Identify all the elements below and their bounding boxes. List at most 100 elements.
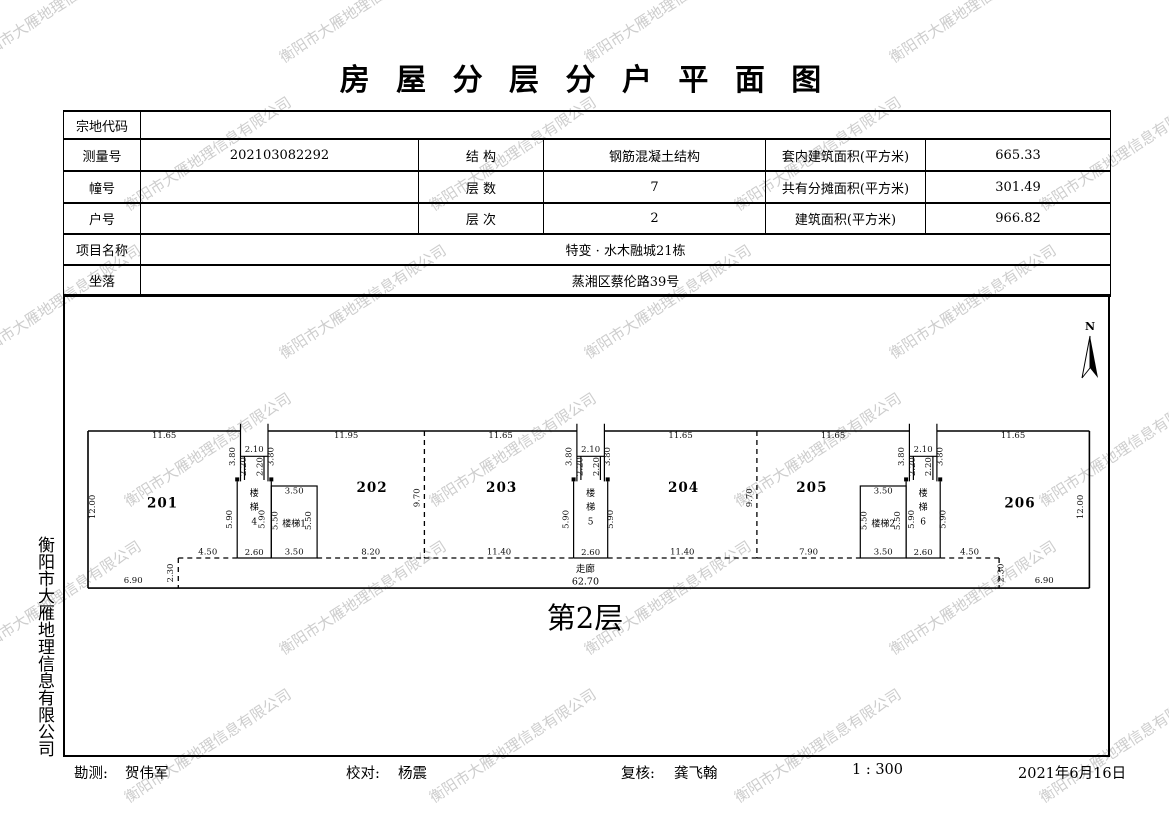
dimension-label: 3.80: [897, 447, 907, 466]
dimension-label: 11.65: [821, 431, 845, 441]
stair-box-1: [270, 485, 318, 559]
dimension-label: 11.40: [487, 547, 511, 557]
floor-plan-box: N 11.65 11.95 11.65 11.65 11.65 11.65 2.10 3.80…: [63, 294, 1110, 757]
dimension-label: 2.20: [255, 457, 265, 476]
dimension-label: 5.90: [938, 510, 948, 529]
corridor-length-label: 62.70: [572, 576, 599, 587]
dimension-label: 11.65: [1001, 431, 1025, 441]
checker-name: 杨震: [398, 766, 427, 782]
dimension-label: 9.70: [745, 488, 755, 507]
structure-label: 结 构: [418, 138, 544, 172]
survey-no-value: 202103082292: [140, 138, 419, 172]
dimension-label: 5.90: [606, 510, 616, 529]
dimension-label: 5.90: [561, 510, 571, 529]
stair-label: 楼梯 6: [919, 487, 928, 528]
stair-box-2: [859, 485, 907, 559]
side-company-name: 衡阳市大雁地理信息有限公司: [34, 536, 54, 757]
unit-number-label: 205: [796, 480, 827, 496]
floor-number-label: 第2层: [547, 601, 623, 635]
date: 2021年6月16日: [1018, 766, 1127, 782]
info-table: 宗地代码 测量号 202103082292 结 构 钢筋混凝土结构 套内建筑面积…: [63, 110, 1112, 297]
dimension-label: 2.20: [592, 457, 602, 476]
dimension-label: 3.50: [285, 487, 304, 497]
inner-area-value: 665.33: [924, 138, 1112, 172]
dimension-label: 12.00: [1076, 495, 1086, 519]
dimension-label: 2.10: [245, 445, 264, 455]
dimension-label: 3.50: [285, 548, 304, 558]
unit-number-label: 206: [1004, 496, 1035, 512]
dimension-label: 7.90: [799, 547, 818, 557]
dimension-labels: 11.65 11.95 11.65 11.65 11.65 11.652.103.80 3.…: [88, 431, 1086, 635]
dimension-label: 11.65: [152, 431, 176, 441]
shared-area-label: 共有分摊面积(平方米): [765, 170, 926, 204]
dimension-label: 2.60: [914, 548, 933, 558]
dimension-label: 3.50: [874, 487, 893, 497]
total-area-label: 建筑面积(平方米): [765, 202, 926, 235]
stair-wall-notches: [235, 477, 943, 482]
dimension-label: 11.40: [670, 547, 694, 557]
dimension-label: 5.50: [860, 511, 870, 530]
signature-row: 勘测: 贺伟军 校对: 杨震 复核: 龚飞翰 1 : 300 2021年6月16…: [0, 762, 1169, 788]
parcel-code-value: [139, 110, 1112, 140]
map-scale: 1 : 300: [852, 762, 904, 778]
dimension-label: 6.90: [124, 576, 143, 586]
dimension-label: 5.50: [893, 511, 903, 530]
dimension-label: 11.65: [488, 431, 512, 441]
stair-label: 楼梯2: [871, 518, 895, 530]
north-label: N: [1085, 320, 1095, 333]
dimension-label: 11.65: [668, 431, 692, 441]
project-label: 项目名称: [63, 233, 141, 266]
level-label: 层 次: [418, 202, 544, 235]
floors-value: 7: [543, 170, 766, 204]
structure-value: 钢筋混凝土结构: [543, 138, 766, 172]
stair-label: 楼梯 5: [586, 487, 595, 528]
total-area-value: 966.82: [924, 202, 1112, 235]
survey-no-label: 测量号: [63, 138, 141, 172]
dashed-partitions: [177, 431, 1000, 589]
shared-area-value: 301.49: [924, 170, 1112, 204]
unit-number-label: 203: [486, 480, 517, 496]
dimension-label: 12.00: [88, 495, 98, 519]
dimension-label: 2.30: [997, 564, 1007, 583]
dimension-label: 2.30: [166, 564, 176, 583]
stair-label: 楼梯1: [282, 518, 306, 530]
corridor-label: 走廊: [576, 563, 596, 575]
floors-label: 层 数: [418, 170, 544, 204]
unit-number-label: 204: [668, 480, 699, 496]
house-no-value: [140, 202, 419, 235]
dimension-label: 5.90: [257, 510, 267, 529]
document-title: 房 屋 分 层 分 户 平 面 图: [339, 63, 830, 98]
dimension-label: 11.95: [334, 431, 358, 441]
dimension-label: 2.60: [581, 548, 600, 558]
building-no-label: 幢号: [63, 170, 141, 204]
dimension-label: 2.20: [924, 457, 934, 476]
reviewer-label: 复核:: [621, 766, 655, 782]
checker-label: 校对:: [346, 766, 380, 782]
dimension-label: 4.50: [198, 547, 217, 557]
dimension-label: 3.50: [874, 548, 893, 558]
dimension-label: 5.50: [304, 511, 314, 530]
unit-number-label: 202: [356, 480, 387, 496]
dimension-label: 2.10: [581, 445, 600, 455]
level-value: 2: [543, 202, 766, 235]
building-no-value: [140, 170, 419, 204]
surveyor-label: 勘测:: [74, 766, 108, 782]
dimension-label: 3.80: [603, 447, 613, 466]
dimension-label: 3.80: [267, 447, 277, 466]
dimension-label: 5.90: [225, 510, 235, 529]
dimension-label: 2.10: [914, 445, 933, 455]
stair-label: 楼梯 4: [250, 487, 259, 528]
dimension-label: 2.20: [239, 457, 249, 476]
north-arrow-icon: N: [1081, 320, 1098, 379]
dimension-label: 9.70: [412, 488, 422, 507]
dimension-label: 2.60: [245, 548, 264, 558]
dimension-label: 2.20: [908, 457, 918, 476]
dimension-label: 5.90: [907, 510, 917, 529]
dimension-label: 6.90: [1035, 576, 1054, 586]
location-label: 坐落: [63, 264, 141, 297]
dimension-label: 3.80: [228, 447, 238, 466]
dimension-label: 3.80: [564, 447, 574, 466]
dimension-label: 4.50: [960, 547, 979, 557]
location-value: 蒸湘区蔡伦路39号: [139, 264, 1112, 297]
floor-plan-svg: N 11.65 11.95 11.65 11.65 11.65 11.652.103.80…: [87, 320, 1098, 635]
